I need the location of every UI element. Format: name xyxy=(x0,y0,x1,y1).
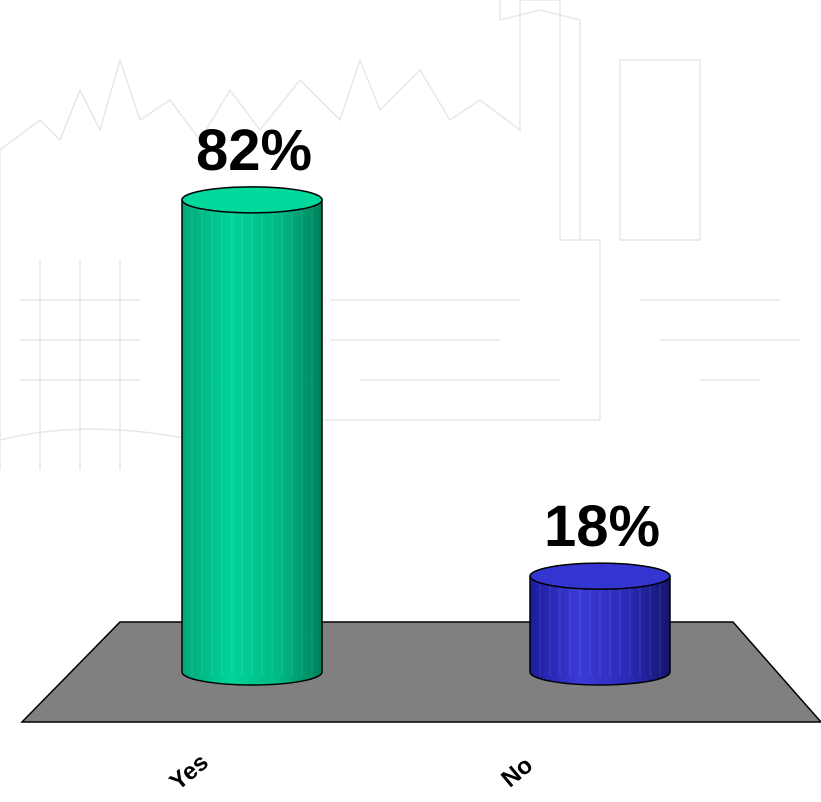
bar-no xyxy=(529,562,671,686)
bar-body xyxy=(181,199,323,686)
category-label-yes: Yes xyxy=(165,749,214,796)
chart-floor xyxy=(20,621,821,723)
category-label-no: No xyxy=(496,752,538,793)
bar-yes xyxy=(181,186,323,686)
bar-top xyxy=(181,186,323,214)
background-sketch xyxy=(0,0,800,470)
bar-top xyxy=(529,562,671,590)
bar-body xyxy=(529,575,671,686)
data-label-yes: 82% xyxy=(196,118,312,183)
data-label-no: 18% xyxy=(544,494,660,559)
